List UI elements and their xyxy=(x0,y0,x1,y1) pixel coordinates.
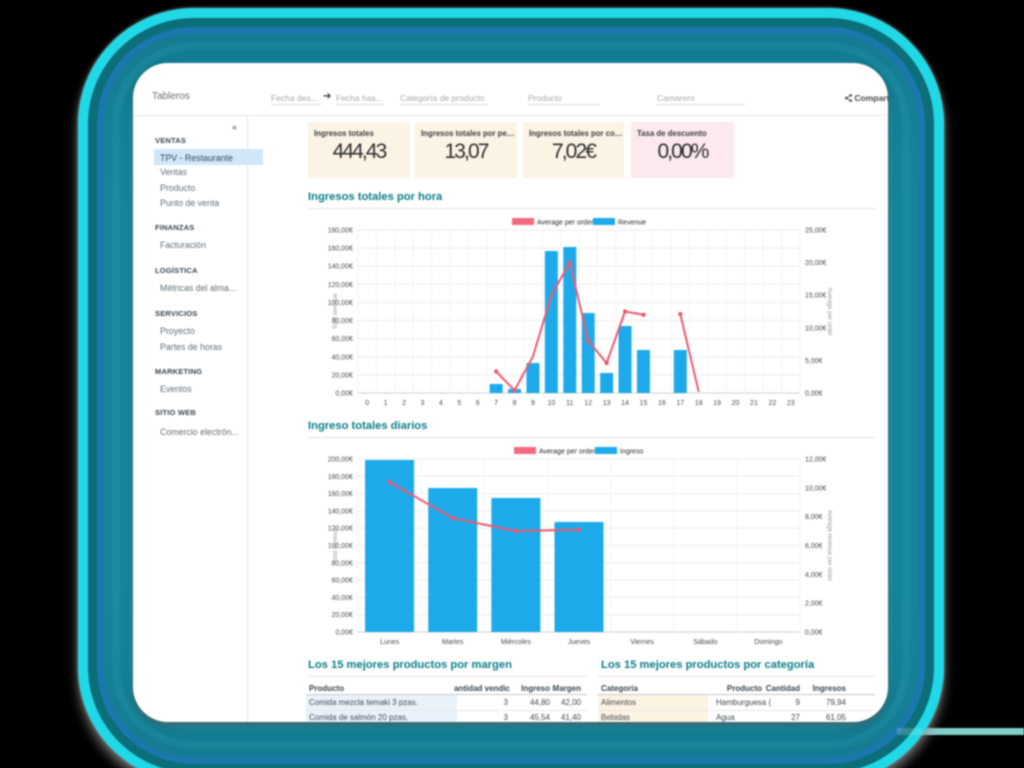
svg-text:10: 10 xyxy=(547,400,555,407)
svg-text:15: 15 xyxy=(640,400,648,407)
svg-text:20,00€: 20,00€ xyxy=(332,612,354,619)
svg-text:Average per order: Average per order xyxy=(826,287,832,335)
svg-text:20,00€: 20,00€ xyxy=(805,260,827,267)
svg-text:5,00€: 5,00€ xyxy=(805,358,823,365)
svg-text:12: 12 xyxy=(584,400,592,407)
svg-text:100,00€: 100,00€ xyxy=(328,300,353,307)
svg-text:10,00€: 10,00€ xyxy=(805,325,827,332)
svg-text:0,00€: 0,00€ xyxy=(335,630,353,637)
svg-text:120,00€: 120,00€ xyxy=(328,282,353,289)
svg-text:0,00€: 0,00€ xyxy=(805,391,823,398)
svg-text:160,00€: 160,00€ xyxy=(328,246,353,253)
svg-text:200,00€: 200,00€ xyxy=(328,457,353,464)
svg-text:4,00€: 4,00€ xyxy=(805,572,823,579)
svg-text:Lunes: Lunes xyxy=(380,639,400,646)
svg-text:180,00€: 180,00€ xyxy=(328,474,353,481)
svg-text:Total revenue: Total revenue xyxy=(333,293,339,330)
svg-text:2: 2 xyxy=(402,400,406,407)
svg-text:Average per order: Average per order xyxy=(539,449,596,456)
svg-text:Domingo: Domingo xyxy=(754,639,782,646)
svg-text:20,00€: 20,00€ xyxy=(332,372,354,379)
svg-text:9: 9 xyxy=(531,400,535,407)
svg-text:60,00€: 60,00€ xyxy=(332,336,354,343)
svg-text:18: 18 xyxy=(695,400,703,407)
svg-text:120,00€: 120,00€ xyxy=(328,526,353,533)
svg-text:3: 3 xyxy=(421,400,425,407)
svg-text:Sábado: Sábado xyxy=(693,639,717,646)
svg-text:4: 4 xyxy=(439,400,443,407)
svg-text:23: 23 xyxy=(787,400,795,407)
svg-text:8,00€: 8,00€ xyxy=(805,514,823,521)
svg-text:8: 8 xyxy=(513,400,517,407)
svg-text:Viernes: Viernes xyxy=(630,639,654,646)
svg-text:Jueves: Jueves xyxy=(568,639,591,646)
svg-text:0: 0 xyxy=(365,400,369,407)
svg-text:0,00€: 0,00€ xyxy=(335,391,353,398)
svg-text:40,00€: 40,00€ xyxy=(332,595,354,602)
svg-text:80,00€: 80,00€ xyxy=(332,560,354,567)
svg-text:80,00€: 80,00€ xyxy=(332,318,354,325)
svg-text:15,00€: 15,00€ xyxy=(805,293,827,300)
svg-text:21: 21 xyxy=(750,400,758,407)
svg-text:11: 11 xyxy=(566,400,573,407)
svg-text:2,00€: 2,00€ xyxy=(805,601,823,608)
svg-text:Average revenue per order: Average revenue per order xyxy=(826,510,832,582)
svg-text:1: 1 xyxy=(384,400,388,407)
svg-text:6,00€: 6,00€ xyxy=(805,543,823,550)
svg-text:12,00€: 12,00€ xyxy=(805,457,827,464)
svg-text:Total revenue: Total revenue xyxy=(333,527,339,564)
svg-text:19: 19 xyxy=(713,400,721,407)
svg-text:17: 17 xyxy=(676,400,684,407)
svg-text:100,00€: 100,00€ xyxy=(328,543,353,550)
svg-text:60,00€: 60,00€ xyxy=(332,578,354,585)
svg-text:20: 20 xyxy=(732,400,740,407)
svg-text:140,00€: 140,00€ xyxy=(328,264,353,271)
svg-text:Martes: Martes xyxy=(442,639,464,646)
svg-text:16: 16 xyxy=(658,400,666,407)
svg-text:140,00€: 140,00€ xyxy=(328,508,353,515)
svg-text:40,00€: 40,00€ xyxy=(332,354,354,361)
svg-text:Ingreso: Ingreso xyxy=(620,449,643,456)
svg-text:Revenue: Revenue xyxy=(618,220,646,227)
svg-text:180,00€: 180,00€ xyxy=(328,228,353,235)
svg-text:0,00€: 0,00€ xyxy=(805,630,823,637)
svg-text:160,00€: 160,00€ xyxy=(328,491,353,498)
svg-text:22: 22 xyxy=(768,400,776,407)
svg-text:10,00€: 10,00€ xyxy=(805,485,827,492)
svg-text:13: 13 xyxy=(603,400,611,407)
svg-text:14: 14 xyxy=(621,400,629,407)
svg-text:Miércoles: Miércoles xyxy=(501,639,531,646)
svg-text:7: 7 xyxy=(494,400,498,407)
svg-text:25,00€: 25,00€ xyxy=(805,228,827,235)
svg-text:5: 5 xyxy=(457,400,461,407)
svg-text:6: 6 xyxy=(476,400,480,407)
svg-text:Average per order: Average per order xyxy=(537,220,594,227)
